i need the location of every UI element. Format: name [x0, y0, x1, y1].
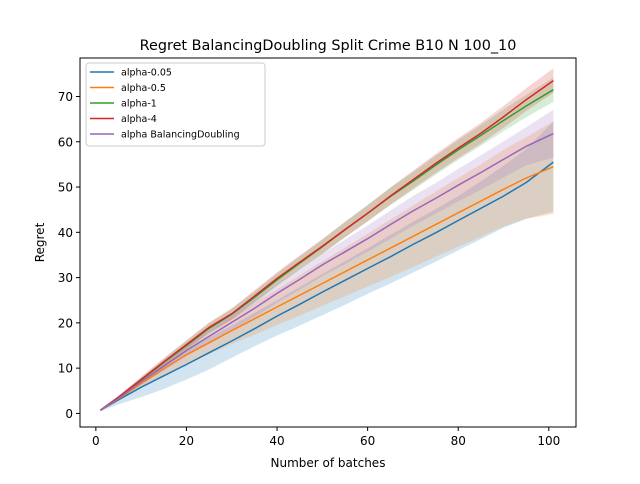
series-line-3	[99, 79, 554, 411]
y-tick-label: 50	[58, 181, 73, 195]
legend: alpha-0.05 alpha-0.5 alpha-1 alpha-4 alpha B…	[85, 62, 266, 147]
confidence-band-1	[100, 121, 554, 412]
x-tick-label: 60	[360, 434, 375, 448]
x-tick-label: 20	[179, 434, 194, 448]
series-lines	[99, 79, 554, 411]
x-tick-label: 100	[537, 434, 560, 448]
y-axis-label: Regret	[33, 222, 47, 262]
legend-label-2: alpha-1	[121, 99, 157, 110]
y-tick-label: 10	[58, 362, 73, 376]
y-tick-label: 30	[58, 271, 73, 285]
plot-frame	[79, 57, 577, 428]
y-tick-label: 20	[58, 316, 73, 330]
x-axis-ticks: 0 20 40 60 80 100	[92, 427, 560, 448]
series-line-0	[100, 161, 554, 411]
confidence-band-0	[100, 121, 554, 412]
series-line-1	[100, 166, 554, 411]
x-axis-label: Number of batches	[271, 456, 386, 470]
y-tick-label: 60	[58, 135, 73, 149]
y-tick-label: 70	[58, 90, 73, 104]
legend-label-1: alpha-0.5	[121, 83, 166, 94]
confidence-band-4	[100, 109, 554, 412]
legend-label-4: alpha BalancingDoubling	[121, 130, 240, 141]
chart-title: Regret BalancingDoubling Split Crime B10…	[140, 38, 517, 54]
legend-label-3: alpha-4	[121, 114, 157, 125]
legend-label-0: alpha-0.05	[121, 68, 172, 79]
x-tick-label: 80	[451, 434, 466, 448]
y-tick-label: 0	[65, 407, 73, 421]
x-tick-label: 0	[92, 434, 100, 448]
legend-box	[85, 62, 266, 147]
x-tick-label: 40	[269, 434, 284, 448]
series-line-4	[99, 132, 554, 411]
y-tick-label: 40	[58, 226, 73, 240]
y-axis-ticks: 0 10 20 30 40 50 60 70	[58, 90, 80, 421]
